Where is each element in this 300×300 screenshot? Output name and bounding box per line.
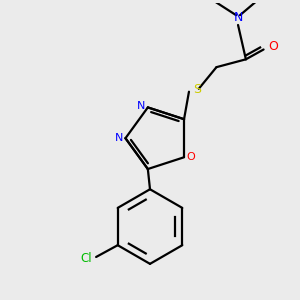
Text: N: N <box>233 11 243 24</box>
Text: O: O <box>268 40 278 53</box>
Text: N: N <box>137 101 145 111</box>
Text: Cl: Cl <box>80 252 92 266</box>
Text: N: N <box>114 133 123 143</box>
Text: O: O <box>187 152 195 162</box>
Text: S: S <box>193 83 201 96</box>
